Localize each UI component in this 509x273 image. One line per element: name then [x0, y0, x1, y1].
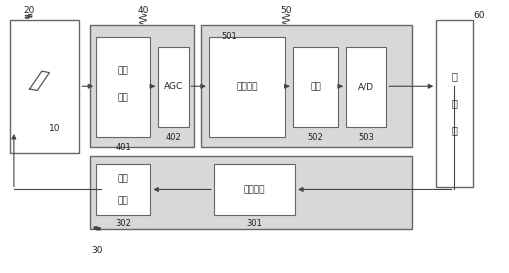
- Text: 10: 10: [49, 124, 61, 133]
- Bar: [201, 25, 412, 147]
- Bar: [158, 47, 188, 127]
- Text: 301: 301: [246, 219, 263, 228]
- Text: 积分: 积分: [310, 82, 321, 91]
- Text: 开关: 开关: [118, 196, 129, 205]
- Bar: [10, 20, 79, 153]
- Text: 30: 30: [92, 245, 103, 254]
- Text: AGC: AGC: [164, 82, 183, 91]
- Bar: [90, 25, 193, 147]
- Text: 60: 60: [473, 11, 485, 20]
- Text: 信号处理: 信号处理: [236, 82, 258, 91]
- Text: 501: 501: [221, 31, 237, 40]
- Bar: [96, 37, 151, 136]
- Bar: [436, 20, 473, 187]
- Text: 401: 401: [116, 143, 131, 152]
- Text: 302: 302: [116, 219, 131, 228]
- Text: 信号发生: 信号发生: [244, 185, 265, 194]
- Text: 制: 制: [451, 98, 458, 108]
- Text: 多路: 多路: [118, 174, 129, 183]
- Text: 40: 40: [137, 6, 149, 15]
- Text: 多路: 多路: [118, 66, 129, 75]
- Text: 502: 502: [307, 133, 323, 142]
- Bar: [214, 164, 295, 215]
- Text: 开关: 开关: [118, 93, 129, 102]
- Bar: [209, 37, 285, 136]
- Text: 控: 控: [451, 71, 458, 81]
- Bar: [346, 47, 386, 127]
- Text: 50: 50: [280, 6, 292, 15]
- Bar: [90, 156, 412, 229]
- Text: A/D: A/D: [358, 82, 374, 91]
- Text: 20: 20: [23, 6, 34, 15]
- Text: 402: 402: [165, 133, 181, 142]
- Bar: [96, 164, 151, 215]
- Bar: [293, 47, 338, 127]
- Text: 503: 503: [358, 133, 374, 142]
- Text: 部: 部: [451, 125, 458, 135]
